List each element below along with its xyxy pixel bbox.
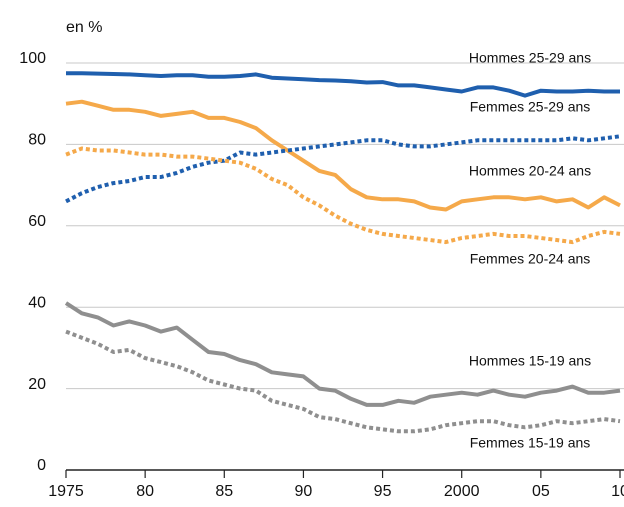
y-tick-label: 100 [19,50,46,67]
y-tick-label: 20 [28,376,46,393]
y-tick-label: 0 [37,457,46,474]
x-tick-label: 95 [374,483,392,500]
series-label: Hommes 20-24 ans [469,163,591,179]
series-label: Femmes 15-19 ans [470,435,591,451]
series-line [65,329,621,434]
x-tick-label: 1975 [48,483,84,500]
x-tick-label: 85 [215,483,233,500]
y-tick-label: 60 [28,213,46,230]
x-tick-label: 90 [295,483,313,500]
series-label: Femmes 25-29 ans [470,99,591,115]
series-line [65,146,621,245]
series-label: Femmes 20-24 ans [470,251,591,267]
series-label: Hommes 25-29 ans [469,50,591,66]
series-line [64,301,621,407]
series-label: Hommes 15-19 ans [469,353,591,369]
x-tick-label: 2000 [444,483,480,500]
x-tick-label: 05 [532,483,550,500]
series-line [65,134,621,204]
y-tick-label: 80 [28,132,46,149]
y-axis-label: en % [66,19,102,36]
x-tick-label: 10 [611,483,624,500]
series-line [65,99,621,212]
y-tick-label: 40 [28,294,46,311]
series-line [66,71,620,98]
x-tick-label: 80 [136,483,154,500]
